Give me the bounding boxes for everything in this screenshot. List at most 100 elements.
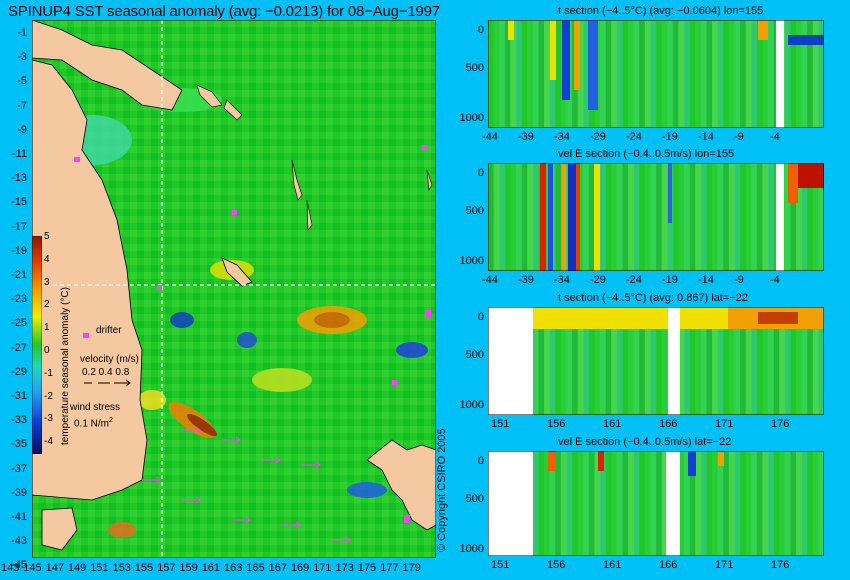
lat-tick-label: -17	[11, 220, 27, 233]
legend-wind-value: 0.1 N/m2	[74, 417, 113, 430]
section-panel-plot	[488, 451, 824, 556]
section-panel-plot	[488, 20, 824, 128]
lat-tick-label: -27	[11, 341, 27, 354]
section-x-tick-label: -19	[662, 274, 678, 286]
section-x-tick-label: -24	[626, 274, 642, 286]
lat-tick-label: -39	[11, 486, 27, 499]
lon-tick-label: 163	[224, 562, 243, 574]
lat-tick-label: -5	[17, 75, 27, 88]
section-y-tick-label: 500	[465, 205, 484, 217]
section-y-tick-label: 1000	[459, 543, 484, 555]
lon-tick-label: 149	[67, 562, 87, 574]
legend-velocity-title: velocity (m/s)	[80, 354, 139, 365]
drifters	[74, 145, 431, 523]
section-x-tick-label: -44	[482, 131, 498, 143]
section-x-tick-label: -9	[734, 131, 744, 143]
section-x-tick-label: -44	[482, 274, 498, 286]
sst-map	[32, 20, 436, 558]
lon-tick-label: 155	[134, 562, 154, 574]
lat-tick-label: -45	[11, 559, 27, 572]
section-x-tick-label: 161	[603, 418, 622, 430]
section-x-tick-label: -34	[554, 131, 570, 143]
tasmania-land	[41, 507, 78, 551]
section-x-tick-label: -39	[518, 131, 534, 143]
lat-tick-label: -35	[11, 438, 27, 451]
section-y-tick-label: 0	[477, 24, 484, 36]
colorbar-tick-label: 0	[44, 345, 50, 356]
lon-tick-label: 171	[313, 562, 332, 574]
lat-axis: -1 -3 -5 -7 -9 -11 -13 -15 -17 -19 -21 -23 -25 -27 -29…	[0, 0, 29, 580]
figure-title: SPINUP4 SST seasonal anomaly (avg: −0.02…	[8, 3, 440, 20]
legend-drifter-label: drifter	[96, 325, 122, 336]
section-x-tick-label: -24	[626, 131, 642, 143]
section-x-tick-label: -39	[518, 274, 534, 286]
section-x-tick-label: -29	[590, 274, 606, 286]
copyright: © Copyright CSIRO 2005	[436, 428, 448, 552]
section-panel-title: t section (−4..5°C) (avg: 0.867) lat=−22	[558, 292, 748, 304]
section-x-tick-label: -4	[770, 274, 780, 286]
lon-tick-label: 143	[1, 562, 20, 574]
lon-tick-label: 147	[45, 562, 64, 574]
lon-axis: 143 145 147 149 151 153 155 157 159 161 163 165 167 1…	[1, 562, 421, 574]
section-x-tick-label: 176	[771, 559, 790, 571]
colorbar-label: temperature seasonal anomaly (°C)	[60, 287, 71, 445]
section-x-tick-label: -14	[698, 274, 714, 286]
section-x-tick-label: 171	[715, 559, 734, 571]
lon-tick-label: 157	[157, 562, 176, 574]
section-panel-plot	[488, 307, 824, 415]
section-x-tick-label: -19	[662, 131, 678, 143]
colorbar	[32, 236, 42, 454]
colorbar-tick-label: 2	[44, 299, 50, 311]
section-y-tick-label: 500	[465, 493, 484, 505]
section-panel-plot	[488, 163, 824, 271]
section-panel-title: t section (−4..5°C) (avg: −0.0604) lon=1…	[558, 5, 764, 17]
section-x-tick-label: 151	[491, 418, 510, 430]
section-panel-title: vel.E section (−0.4..0.5m/s) lat=−22	[558, 436, 732, 448]
australia-land	[32, 59, 148, 501]
lon-tick-label: 153	[112, 562, 131, 574]
colorbar-tick-label: -3	[44, 413, 53, 425]
lat-tick-label: -7	[17, 99, 27, 112]
section-x-tick-label: 171	[715, 418, 734, 430]
lon-tick-label: 159	[179, 562, 198, 574]
lat-tick-label: -21	[11, 269, 27, 281]
lat-tick-label: -13	[11, 172, 27, 185]
lon-tick-label: 169	[290, 562, 310, 574]
lon-tick-label: 167	[268, 562, 287, 574]
lat-tick-label: -33	[11, 414, 27, 427]
section-y-tick-label: 0	[477, 311, 484, 323]
lat-tick-label: -19	[11, 244, 27, 257]
new-zealand-land	[366, 439, 436, 531]
section-x-tick-label: -34	[554, 274, 570, 286]
section-x-tick-label: -14	[698, 131, 714, 143]
lat-tick-label: -41	[11, 511, 27, 523]
section-x-tick-label: -4	[770, 131, 780, 143]
section-panel-title: vel.E section (−0.4..0.5m/s) lon=155	[558, 148, 735, 160]
lat-tick-label: -1	[17, 27, 27, 39]
lat-tick-label: -25	[11, 317, 27, 330]
lon-tick-label: 173	[335, 562, 354, 574]
section-x-tick-label: -9	[734, 274, 744, 286]
lon-tick-label: 179	[402, 562, 421, 574]
colorbar-tick-label: 4	[44, 253, 50, 265]
lat-tick-label: -37	[11, 462, 27, 475]
colorbar-tick-label: -2	[44, 390, 53, 402]
lon-tick-label: 145	[23, 562, 42, 574]
colorbar-tick-label: -1	[44, 367, 53, 379]
section-x-tick-label: 151	[491, 559, 510, 571]
lat-tick-label: -9	[17, 123, 27, 136]
section-y-tick-label: 1000	[459, 255, 484, 267]
lat-tick-label: -29	[11, 365, 27, 378]
section-y-tick-label: 1000	[459, 399, 484, 411]
legend-velocity-arrows	[84, 379, 131, 387]
lat-tick-label: -43	[11, 535, 27, 548]
new-caledonia-land	[221, 257, 253, 287]
section-y-tick-label: 0	[477, 167, 484, 179]
section-x-tick-label: 161	[603, 559, 622, 571]
section-x-tick-label: 176	[771, 418, 790, 430]
lon-tick-label: 151	[90, 562, 109, 574]
new-guinea-land	[32, 20, 183, 111]
colorbar-tick-label: 5	[44, 231, 50, 242]
lon-tick-label: 165	[246, 562, 265, 574]
section-y-tick-label: 1000	[459, 112, 484, 124]
